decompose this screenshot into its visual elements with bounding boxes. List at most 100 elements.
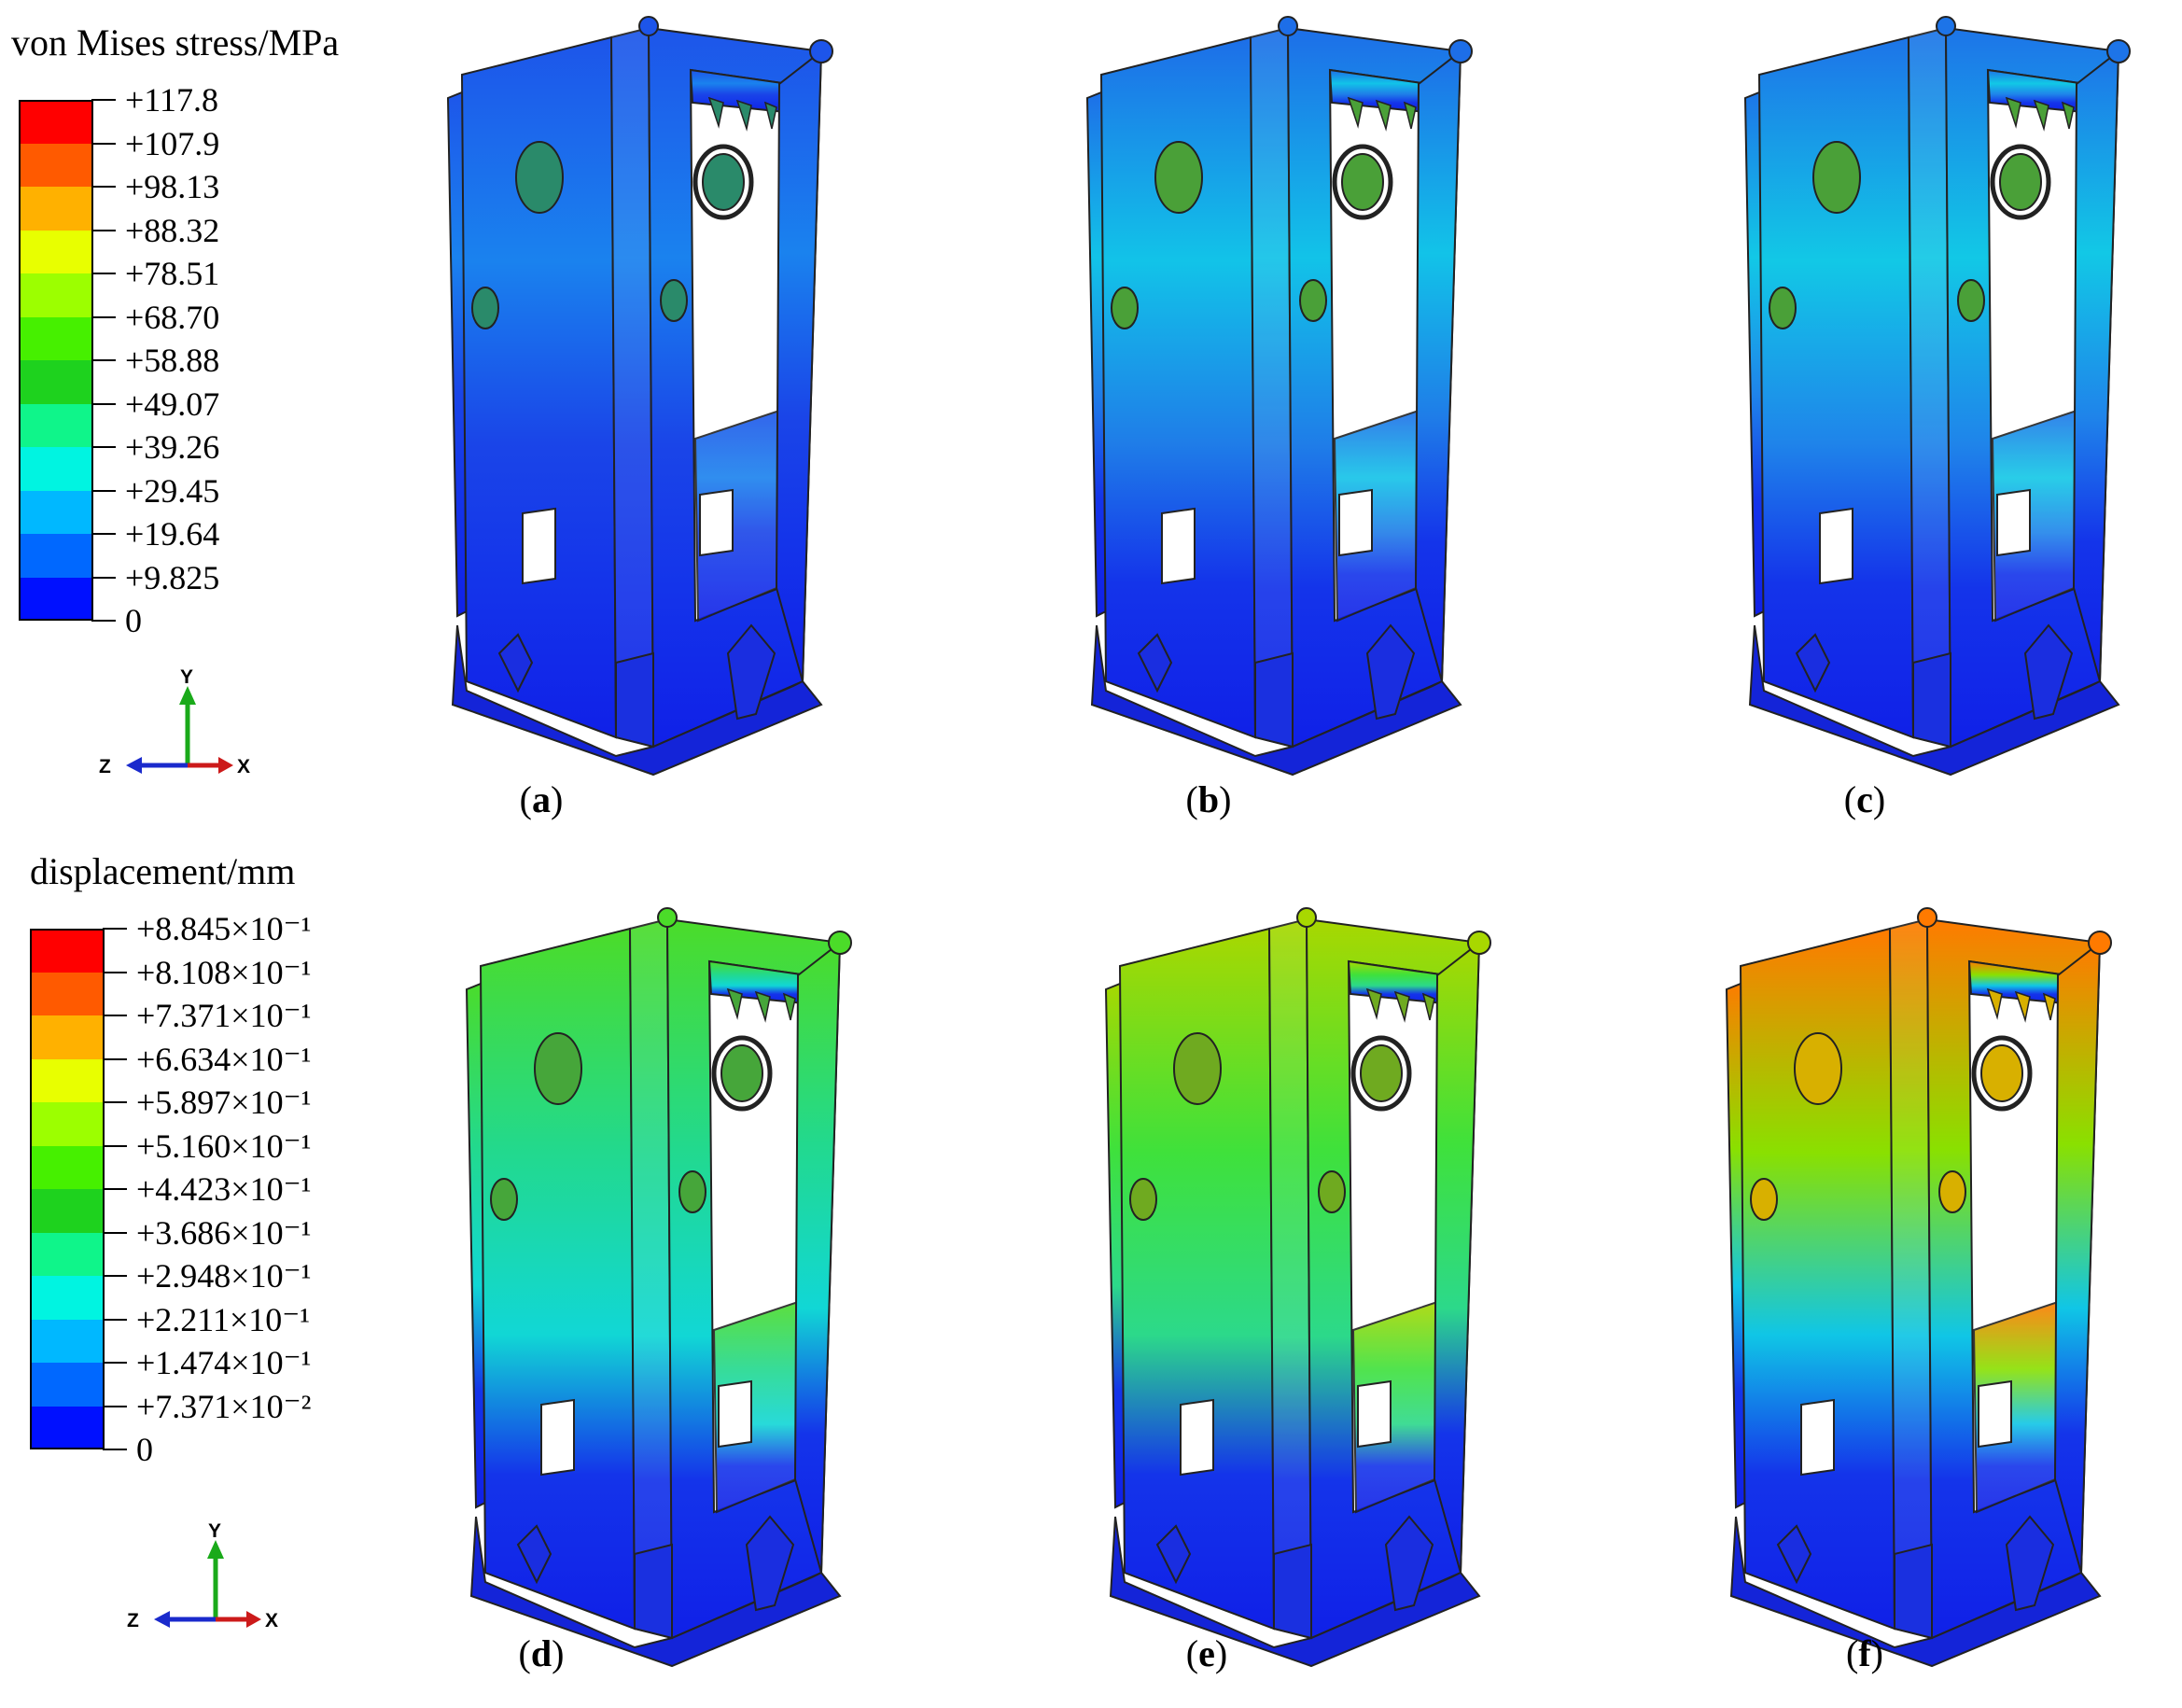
scale-swatch	[30, 1363, 105, 1407]
scale-tick	[103, 1405, 127, 1407]
axis-y-label: Y	[208, 1520, 221, 1542]
scale-tick	[103, 1015, 127, 1016]
axis-triad-top: Y Z X	[99, 666, 250, 777]
scale-swatch	[30, 1276, 105, 1320]
scale-label: +98.13	[125, 168, 220, 205]
scale-label: +117.8	[125, 81, 218, 119]
scale-swatch	[30, 972, 105, 1015]
panel-letter: c	[1856, 778, 1873, 820]
scale-swatch	[30, 1232, 105, 1276]
scale-label: 0	[136, 1431, 153, 1468]
scale-tick	[91, 402, 116, 405]
frame-model-b	[1085, 16, 1473, 777]
scale-swatch	[30, 1189, 105, 1233]
scale-tick	[91, 489, 116, 492]
scale-label: +8.108×10⁻¹	[136, 953, 312, 991]
scale-swatch	[30, 1058, 105, 1102]
scale-label: +58.88	[125, 342, 220, 379]
scale-tick	[103, 1188, 127, 1190]
scale-tick	[91, 576, 116, 579]
scale-swatch	[19, 316, 93, 360]
scale-label: +68.70	[125, 298, 220, 336]
scale-swatch	[19, 360, 93, 404]
frame-model-d	[465, 907, 852, 1668]
axis-y-label: Y	[180, 666, 193, 688]
scale-tick	[103, 1057, 127, 1060]
scale-label: +29.45	[125, 471, 220, 510]
scale-swatch	[30, 929, 105, 973]
scale-label: +78.51	[125, 255, 220, 292]
frame-body	[1085, 16, 1473, 777]
scale-label: +19.64	[125, 515, 220, 553]
x-arrow-head	[218, 757, 233, 774]
frame-body	[1104, 907, 1491, 1668]
x-arrow-head	[246, 1611, 261, 1628]
scale-label: +3.686×10⁻¹	[136, 1213, 312, 1252]
scale-label: +107.9	[125, 124, 220, 162]
scale-tick	[91, 273, 116, 274]
frame-model-a	[446, 16, 833, 777]
scale-swatch	[19, 577, 93, 621]
scale-tick	[103, 928, 127, 930]
scale-label: +2.211×10⁻¹	[136, 1300, 311, 1338]
panel-letter: d	[530, 1632, 552, 1674]
scale-label: +9.825	[125, 558, 220, 596]
axis-z-label: Z	[127, 1610, 139, 1631]
scale-label: +39.26	[125, 428, 220, 466]
frame-body	[1743, 16, 2131, 777]
axis-x-label: X	[237, 756, 250, 777]
scale-tick	[91, 315, 116, 318]
scale-swatch	[19, 490, 93, 534]
scale-tick	[103, 1362, 127, 1364]
panel-letter: a	[532, 778, 551, 820]
displacement-legend-title: displacement/mm	[30, 850, 296, 892]
z-arrow-head	[154, 1611, 170, 1628]
scale-label: +7.371×10⁻¹	[136, 997, 312, 1034]
frame-body	[1725, 907, 2112, 1668]
panel-caption-c: (c)	[1843, 778, 1886, 820]
scale-label: +5.160×10⁻¹	[136, 1127, 312, 1165]
scale-tick	[91, 99, 116, 101]
y-arrow-head	[179, 686, 196, 705]
scale-swatch	[19, 403, 93, 447]
scale-label: +1.474×10⁻¹	[136, 1344, 312, 1381]
scale-tick	[91, 533, 116, 535]
scale-swatch	[30, 1319, 105, 1363]
scale-label: 0	[125, 602, 142, 639]
scale-tick	[91, 446, 116, 448]
scale-tick	[103, 1318, 127, 1321]
scale-label: +2.948×10⁻¹	[136, 1257, 312, 1295]
panel-letter: f	[1858, 1632, 1871, 1674]
scale-tick	[103, 1101, 127, 1103]
panel-caption-b: (b)	[1185, 778, 1232, 820]
scale-swatch	[19, 230, 93, 273]
frame-model-f	[1725, 907, 2112, 1668]
axis-triad-bottom: Y Z X	[127, 1520, 278, 1631]
y-arrow-head	[207, 1540, 224, 1559]
scale-swatch	[30, 1102, 105, 1146]
panel-caption-a: (a)	[519, 778, 564, 820]
scale-tick	[103, 1231, 127, 1234]
scale-tick	[103, 1144, 127, 1147]
scale-label: +6.634×10⁻¹	[136, 1040, 312, 1078]
scale-tick	[103, 1275, 127, 1277]
scale-label: +7.371×10⁻²	[136, 1387, 312, 1425]
scale-label: +8.845×10⁻¹	[136, 910, 312, 947]
frame-body	[465, 907, 852, 1668]
scale-tick	[103, 1449, 127, 1450]
panel-caption-f: (f)	[1846, 1632, 1883, 1674]
panel-caption-d: (d)	[518, 1632, 565, 1674]
scale-swatch	[19, 273, 93, 317]
scale-tick	[103, 971, 127, 973]
frame-model-c	[1743, 16, 2131, 777]
scale-label: +4.423×10⁻¹	[136, 1170, 312, 1208]
scale-swatch	[30, 1145, 105, 1189]
scale-tick	[91, 186, 116, 188]
scale-tick	[91, 229, 116, 231]
scale-swatch	[30, 1015, 105, 1059]
z-arrow-head	[126, 757, 142, 774]
scale-swatch	[19, 100, 93, 144]
frame-body	[446, 16, 833, 777]
scale-tick	[91, 359, 116, 361]
stress-legend-title: von Mises stress/MPa	[11, 21, 340, 63]
